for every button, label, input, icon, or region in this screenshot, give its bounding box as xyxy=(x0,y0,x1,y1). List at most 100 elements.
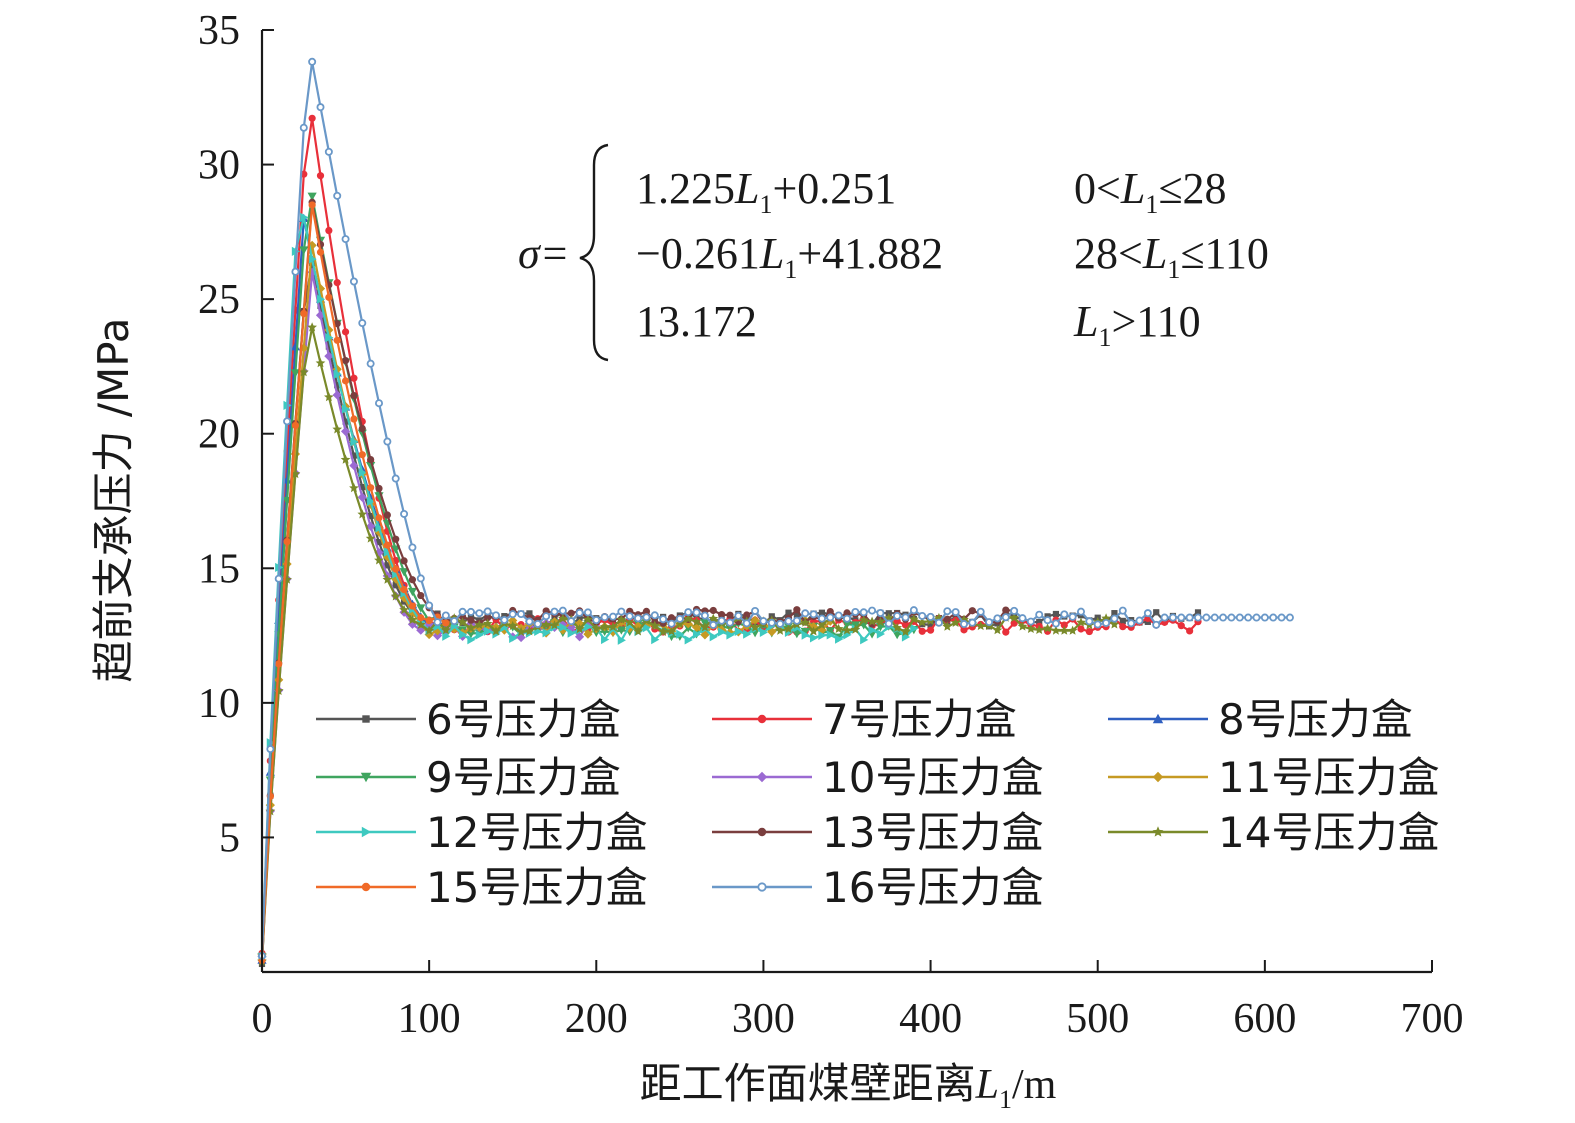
data-point xyxy=(416,625,426,635)
data-point xyxy=(584,622,593,632)
data-point xyxy=(1252,613,1261,622)
data-point xyxy=(399,604,409,614)
data-point xyxy=(868,625,877,635)
data-point xyxy=(392,535,400,543)
data-point xyxy=(299,246,309,255)
data-point xyxy=(683,624,693,633)
data-point xyxy=(709,620,718,629)
data-point xyxy=(324,351,334,361)
data-point xyxy=(942,621,953,631)
data-point xyxy=(458,629,468,640)
data-point xyxy=(308,57,317,66)
data-point xyxy=(692,629,702,639)
data-point xyxy=(742,619,751,628)
data-point xyxy=(341,377,350,385)
data-point xyxy=(1269,613,1278,622)
data-point xyxy=(1059,625,1070,635)
data-point xyxy=(624,617,635,627)
data-point xyxy=(666,626,677,636)
data-point xyxy=(341,404,351,414)
data-point xyxy=(1160,613,1169,622)
data-point xyxy=(307,192,317,201)
data-point xyxy=(743,629,752,639)
data-point xyxy=(784,617,793,626)
data-point xyxy=(417,614,425,622)
data-point xyxy=(757,714,767,724)
data-point xyxy=(433,618,442,627)
data-point xyxy=(367,496,376,506)
data-point xyxy=(917,617,928,627)
data-point xyxy=(860,635,869,645)
data-point xyxy=(1009,612,1019,622)
data-point xyxy=(475,609,484,618)
series-11 xyxy=(257,57,1294,960)
data-point xyxy=(617,607,626,616)
data-point xyxy=(1110,614,1119,623)
data-point xyxy=(358,468,367,478)
data-point xyxy=(675,618,685,629)
data-point xyxy=(642,613,651,622)
data-point xyxy=(1077,607,1086,616)
data-point xyxy=(542,628,551,638)
data-point xyxy=(333,336,341,344)
data-point xyxy=(390,591,401,601)
legend-label: 14号压力盒 xyxy=(1218,808,1439,857)
data-point xyxy=(726,630,735,640)
data-point xyxy=(576,614,583,621)
data-point xyxy=(1036,618,1043,626)
data-point xyxy=(424,629,434,640)
data-point xyxy=(524,626,535,636)
data-point xyxy=(793,611,800,618)
data-point xyxy=(425,601,434,610)
data-point xyxy=(382,552,392,562)
data-point xyxy=(266,745,275,754)
data-point xyxy=(349,460,359,471)
data-point xyxy=(467,616,475,624)
data-point xyxy=(817,614,826,623)
data-point xyxy=(775,625,785,635)
data-point xyxy=(1026,617,1035,626)
legend-item: 6号压力盒 xyxy=(316,695,621,744)
data-point xyxy=(1018,614,1027,623)
data-point xyxy=(1153,609,1160,616)
data-point xyxy=(625,612,634,621)
data-point xyxy=(850,624,861,634)
data-point xyxy=(361,826,372,838)
data-point xyxy=(943,607,952,616)
data-point xyxy=(993,614,1002,623)
data-point xyxy=(1051,619,1060,628)
data-point xyxy=(826,607,834,616)
data-point xyxy=(374,399,383,408)
data-point xyxy=(400,509,409,518)
data-point xyxy=(316,248,325,256)
x-tick-label: 0 xyxy=(252,996,273,1042)
data-point xyxy=(1068,612,1077,621)
data-point xyxy=(290,468,301,479)
legend-item: 11号压力盒 xyxy=(1108,753,1439,802)
data-point xyxy=(868,606,877,615)
data-point xyxy=(341,356,350,365)
data-point xyxy=(500,615,509,624)
data-point xyxy=(399,568,409,577)
series-line xyxy=(260,60,1290,956)
data-point xyxy=(325,293,333,301)
data-point xyxy=(793,606,801,614)
data-point xyxy=(375,484,383,493)
data-point xyxy=(299,123,308,132)
ticks-group: 0 100 200 300 400 500 600 700 5 10 15 20 25 30 35 xyxy=(198,8,1464,1042)
data-point xyxy=(826,613,835,622)
data-point xyxy=(616,626,626,635)
data-point xyxy=(1119,623,1127,631)
data-point xyxy=(809,610,818,619)
data-point xyxy=(317,302,324,309)
data-point xyxy=(1135,616,1144,625)
equation-expr: 1.225L1+0.251 xyxy=(636,164,896,219)
data-point xyxy=(350,374,358,382)
data-point xyxy=(399,607,409,617)
x-axis-title-unit: /m xyxy=(1012,1062,1057,1108)
data-point xyxy=(800,617,811,627)
data-point xyxy=(818,609,826,616)
legend-item: 9号压力盒 xyxy=(316,753,621,802)
data-point xyxy=(558,613,568,623)
data-point xyxy=(650,611,659,620)
